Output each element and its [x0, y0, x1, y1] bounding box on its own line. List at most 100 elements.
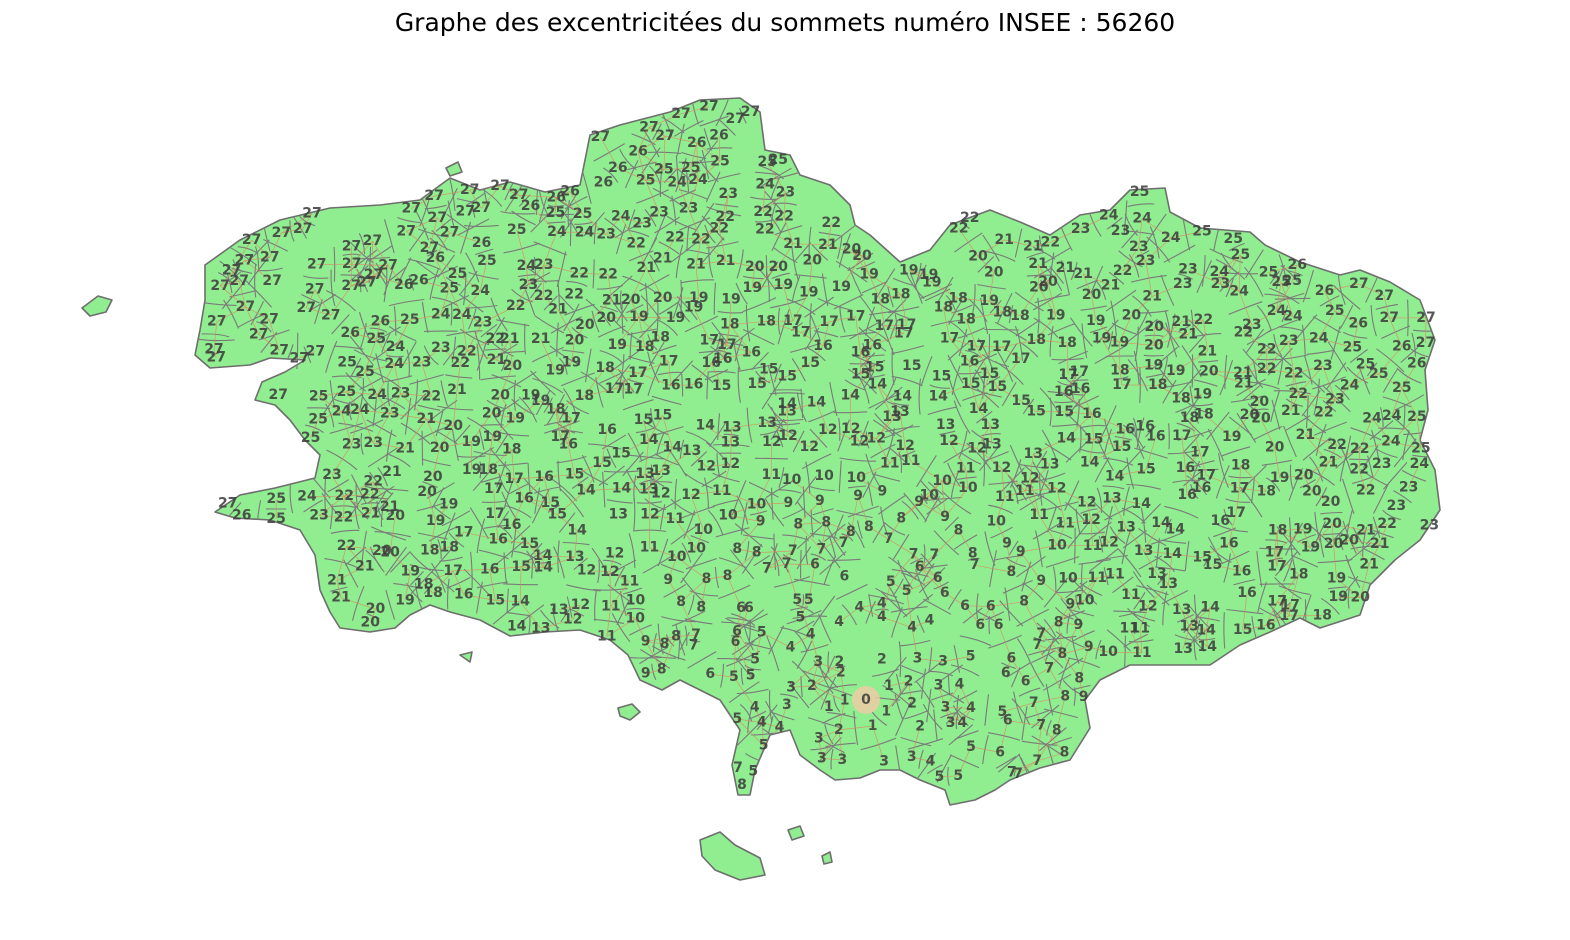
eccentricity-label: 15	[634, 412, 653, 428]
eccentricity-label: 4	[855, 600, 865, 616]
commune-border	[899, 639, 931, 647]
commune-border	[495, 398, 520, 415]
island-7	[459, 651, 473, 663]
graph-edge	[409, 314, 441, 321]
commune-border	[839, 305, 846, 333]
commune-border	[1191, 354, 1194, 388]
commune-border	[333, 398, 354, 405]
eccentricity-label: 17	[700, 332, 719, 348]
graph-edge	[762, 184, 766, 213]
commune-border	[260, 331, 278, 354]
commune-border	[1095, 639, 1102, 660]
commune-border	[1198, 637, 1216, 641]
eccentricity-label: 4	[966, 700, 976, 716]
commune-border	[593, 222, 597, 245]
eccentricity-label: 27	[428, 210, 447, 226]
graph-edge	[677, 179, 699, 183]
commune-border	[324, 558, 360, 569]
eccentricity-label: 5	[792, 592, 802, 608]
eccentricity-label: 14	[1197, 639, 1217, 655]
eccentricity-label: 25	[266, 491, 285, 507]
eccentricity-label: 27	[296, 300, 315, 316]
commune-border	[764, 498, 785, 527]
commune-border	[615, 223, 627, 255]
eccentricity-label: 19	[1327, 571, 1346, 587]
commune-border	[1151, 346, 1178, 370]
eccentricity-label: 14	[1166, 521, 1186, 537]
graph-edge	[244, 260, 273, 282]
commune-border	[419, 199, 430, 227]
graph-edge	[350, 274, 374, 287]
commune-border	[1242, 384, 1262, 402]
commune-border	[633, 529, 667, 533]
commune-border	[891, 345, 925, 355]
commune-border	[1032, 292, 1062, 311]
commune-border	[735, 282, 748, 305]
eccentricity-label: 27	[235, 253, 254, 269]
commune-border	[536, 561, 549, 564]
graph-edge	[989, 300, 1003, 313]
graph-edge	[680, 106, 710, 115]
commune-border	[387, 382, 391, 407]
commune-border	[770, 297, 807, 309]
commune-border	[778, 489, 802, 494]
commune-border	[406, 349, 410, 378]
eccentricity-label: 11	[1088, 570, 1107, 586]
eccentricity-label: 17	[1172, 428, 1191, 444]
commune-border	[984, 328, 1020, 331]
eccentricity-label: 25	[636, 172, 655, 188]
commune-border	[614, 221, 643, 239]
commune-border	[1150, 532, 1183, 545]
commune-border	[1252, 410, 1258, 423]
eccentricity-label: 6	[995, 744, 1005, 760]
eccentricity-label: 18	[423, 585, 442, 601]
commune-border	[778, 467, 785, 488]
commune-border	[782, 508, 805, 520]
graph-edge	[800, 332, 824, 347]
commune-border	[1278, 585, 1310, 595]
commune-border	[354, 501, 360, 530]
graph-edge	[688, 208, 702, 240]
eccentricity-label: 20	[768, 259, 788, 275]
commune-border	[988, 504, 1013, 515]
commune-border	[669, 189, 697, 202]
commune-border	[1221, 271, 1258, 275]
commune-border	[1118, 606, 1153, 618]
commune-border	[1143, 354, 1164, 357]
commune-border	[1080, 424, 1106, 429]
commune-border	[1070, 317, 1093, 347]
eccentricity-label: 9	[853, 488, 863, 504]
commune-border	[481, 500, 508, 503]
commune-border	[331, 375, 362, 379]
commune-border	[1018, 687, 1041, 697]
commune-border	[1174, 634, 1198, 642]
eccentricity-label: 22	[755, 222, 774, 238]
commune-border	[663, 584, 687, 598]
graph-edge	[1019, 287, 1040, 316]
commune-border	[385, 546, 407, 576]
eccentricity-label: 5	[966, 739, 976, 755]
commune-border	[1315, 487, 1328, 507]
commune-border	[609, 296, 628, 322]
eccentricity-label: 8	[657, 662, 667, 678]
commune-border	[447, 200, 456, 229]
commune-border	[679, 439, 685, 460]
eccentricity-label: 27	[268, 387, 287, 403]
commune-border	[373, 487, 409, 492]
eccentricity-label: 18	[439, 539, 458, 555]
commune-border	[303, 499, 323, 513]
commune-border	[532, 393, 539, 404]
commune-border	[1060, 391, 1085, 410]
commune-border	[995, 756, 1017, 769]
commune-border	[1283, 559, 1293, 582]
eccentricity-label: 27	[699, 99, 718, 115]
commune-border	[591, 547, 610, 577]
eccentricity-label: 26	[709, 128, 728, 144]
eccentricity-label: 15	[548, 507, 567, 523]
eccentricity-label: 4	[958, 715, 968, 731]
eccentricity-label: 22	[1327, 437, 1346, 453]
commune-border	[1149, 226, 1160, 259]
commune-border	[1237, 377, 1249, 380]
commune-border	[1056, 589, 1083, 594]
eccentricity-label: 14	[567, 522, 587, 538]
